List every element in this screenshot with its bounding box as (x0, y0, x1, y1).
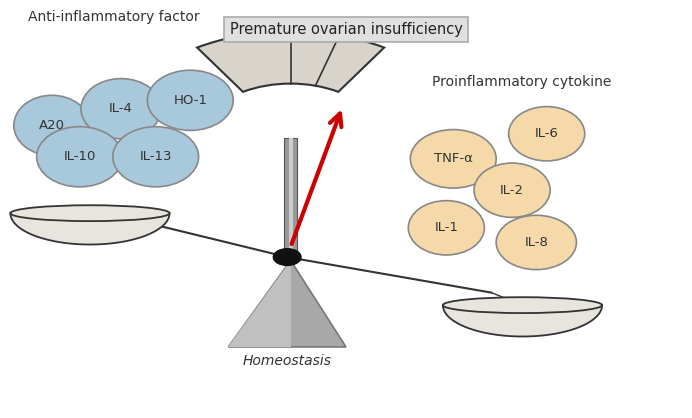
Text: Anti-inflammatory factor: Anti-inflammatory factor (28, 10, 199, 24)
Ellipse shape (474, 163, 550, 217)
Text: HO-1: HO-1 (173, 94, 208, 107)
Wedge shape (197, 31, 384, 92)
Text: Homeostasis: Homeostasis (243, 354, 331, 368)
Text: TNF-α: TNF-α (434, 152, 473, 166)
Ellipse shape (14, 95, 90, 155)
Text: A20: A20 (39, 119, 65, 132)
Ellipse shape (37, 127, 122, 187)
Text: IL-6: IL-6 (535, 127, 558, 140)
Text: IL-1: IL-1 (435, 221, 458, 234)
Text: IL-10: IL-10 (64, 150, 95, 163)
Text: IL-2: IL-2 (500, 184, 524, 197)
Ellipse shape (408, 201, 484, 255)
Ellipse shape (496, 215, 576, 270)
Polygon shape (443, 305, 602, 336)
Polygon shape (228, 260, 346, 347)
Text: Premature ovarian insufficiency: Premature ovarian insufficiency (230, 22, 462, 37)
Ellipse shape (81, 79, 161, 139)
Circle shape (273, 249, 301, 265)
Text: IL-13: IL-13 (140, 150, 172, 163)
Ellipse shape (410, 130, 496, 188)
Text: Proinflammatory cytokine: Proinflammatory cytokine (432, 75, 612, 89)
Ellipse shape (509, 107, 585, 161)
Text: IL-4: IL-4 (109, 102, 133, 115)
Polygon shape (289, 138, 293, 257)
Polygon shape (228, 260, 291, 347)
Text: IL-8: IL-8 (525, 236, 548, 249)
Ellipse shape (10, 205, 170, 221)
Polygon shape (10, 213, 170, 245)
Ellipse shape (443, 297, 602, 313)
Ellipse shape (147, 70, 233, 130)
Ellipse shape (113, 127, 199, 187)
Polygon shape (284, 138, 297, 257)
